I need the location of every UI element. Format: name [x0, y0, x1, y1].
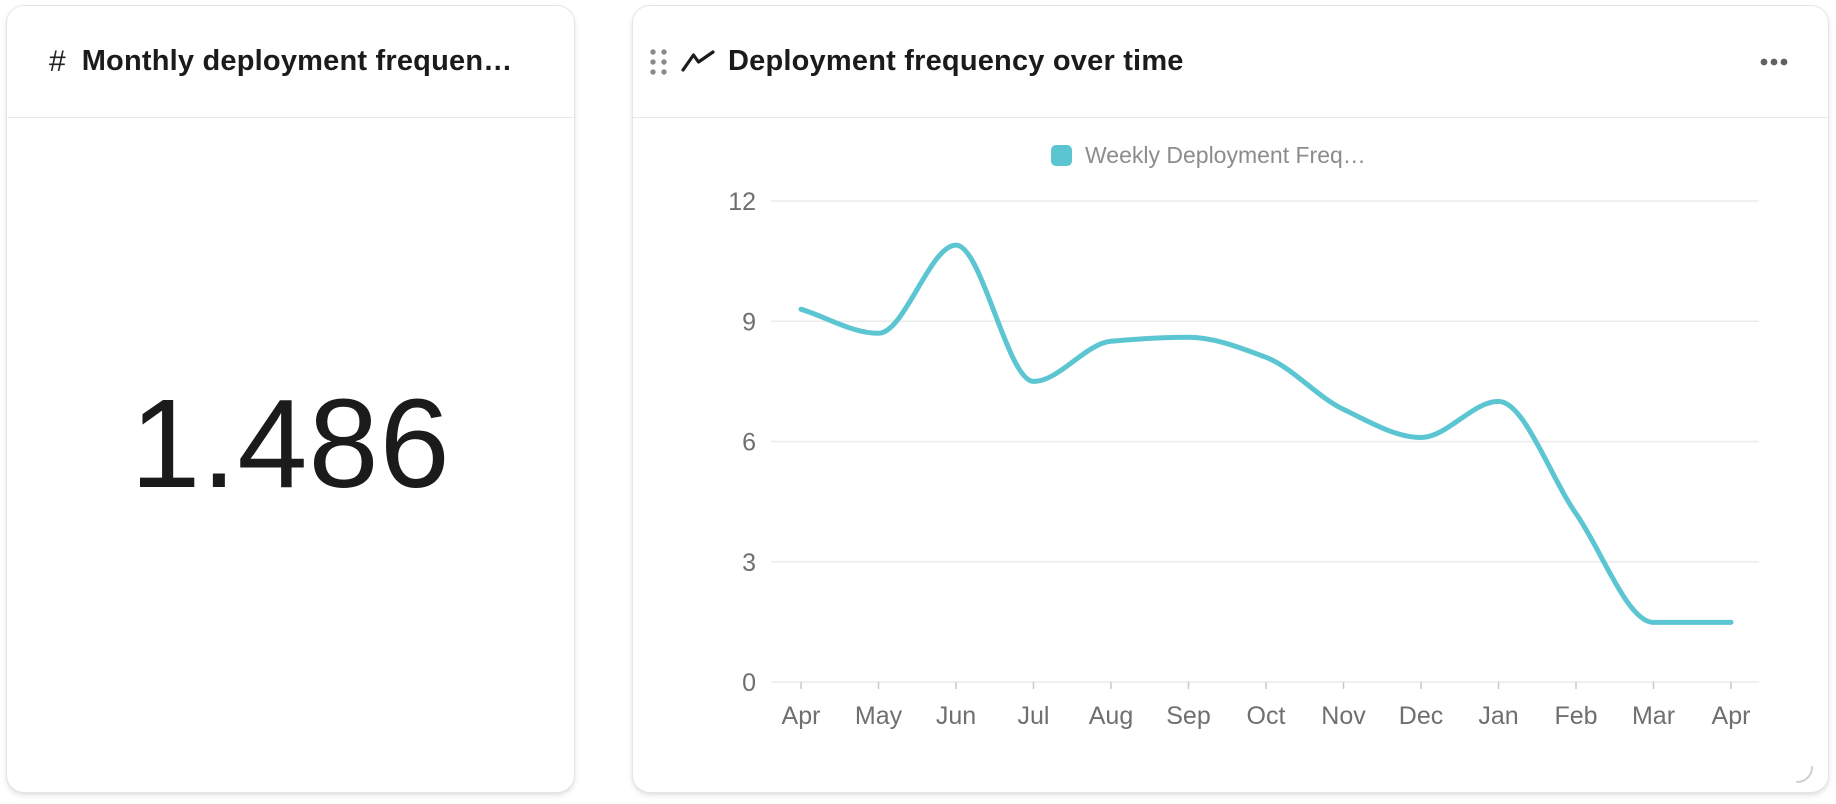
deployment-frequency-chart[interactable]: 0 3 6 9 12 Apr May Jun Jul Aug Sep Oct Nov Dec Jan Feb M… [633, 118, 1830, 794]
x-axis-label: Nov [1321, 702, 1366, 730]
stat-card-header: # Monthly deployment frequen… [7, 6, 574, 118]
x-axis-label: Jan [1478, 702, 1518, 730]
y-axis-label: 9 [742, 308, 756, 336]
y-axis-label: 3 [742, 549, 756, 577]
deployment-frequency-line [798, 242, 1734, 625]
x-axis-label: Jul [1018, 702, 1050, 730]
x-axis-label: Mar [1632, 702, 1675, 730]
line-chart-icon [681, 49, 715, 75]
stat-card-title: Monthly deployment frequen… [81, 45, 513, 77]
stat-card-body: 1.486 [7, 118, 574, 794]
x-axis-label: Aug [1089, 702, 1133, 730]
y-axis-label: 0 [742, 669, 756, 697]
drag-handle-icon[interactable] [649, 47, 668, 77]
resize-handle-icon[interactable] [1796, 766, 1814, 789]
legend-label: Weekly Deployment Freq… [1085, 142, 1366, 168]
more-options-button[interactable] [1754, 51, 1794, 73]
legend-swatch [1051, 145, 1072, 166]
chart-card-title: Deployment frequency over time [728, 45, 1184, 77]
x-axis-label: Jun [936, 702, 976, 730]
x-axis-label: Dec [1399, 702, 1443, 730]
x-axis-label: Apr [782, 702, 821, 730]
y-axis-label: 12 [728, 188, 756, 216]
stat-card: # Monthly deployment frequen… 1.486 [6, 5, 575, 793]
x-axis-label: Apr [1712, 702, 1751, 730]
x-axis-label: Oct [1247, 702, 1286, 730]
more-options-icon [1760, 58, 1788, 65]
x-axis-label: Sep [1166, 702, 1210, 730]
y-axis-label: 6 [742, 429, 756, 457]
stat-value: 1.486 [130, 372, 451, 514]
x-axis-label: May [855, 702, 903, 730]
chart-card-header: Deployment frequency over time [633, 6, 1828, 118]
chart-card: Deployment frequency over time 0 3 6 9 12 Apr… [632, 5, 1829, 793]
hash-icon: # [49, 44, 66, 78]
x-axis-label: Feb [1554, 702, 1597, 730]
